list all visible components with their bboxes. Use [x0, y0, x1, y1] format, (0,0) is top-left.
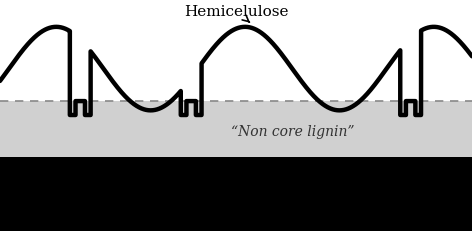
Text: Hemicelulose: Hemicelulose	[184, 5, 288, 23]
Bar	[0, 102, 472, 157]
Text: “Non core lignin”: “Non core lignin”	[231, 125, 354, 139]
Text: “Core lignin”: “Core lignin”	[57, 173, 149, 215]
Bar	[0, 157, 472, 231]
